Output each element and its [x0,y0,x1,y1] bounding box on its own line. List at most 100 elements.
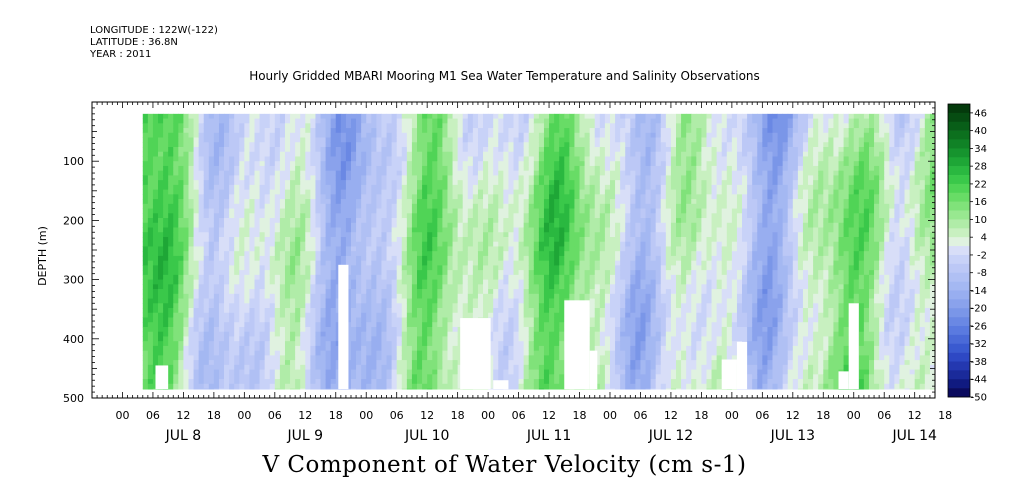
heatmap-cell [543,222,550,228]
heatmap-cell [249,241,255,247]
heatmap-cell [350,142,357,148]
heatmap-cell [259,218,266,224]
heatmap-cell [549,293,555,299]
heatmap-cell [310,180,316,186]
heatmap-cell [422,355,428,361]
heatmap-cell [335,137,342,143]
heatmap-cell [533,369,540,375]
heatmap-cell [203,165,210,172]
heatmap-cell [183,241,189,247]
heatmap-cell [411,236,418,243]
heatmap-cell [498,184,504,191]
heatmap-cell [437,170,443,176]
heatmap-cell [239,326,245,333]
heatmap-cell [254,151,260,157]
heatmap-cell [447,270,453,276]
heatmap-cell [198,298,205,304]
heatmap-cell [315,123,321,129]
heatmap-cell [488,227,494,233]
heatmap-cell [198,161,205,167]
heatmap-cell [295,128,301,134]
heatmap-cell [234,222,240,228]
heatmap-cell [284,360,291,366]
heatmap-cell [178,312,184,318]
heatmap-cell [163,165,169,172]
heatmap-cell [147,236,154,243]
heatmap-cell [442,208,448,214]
heatmap-cell [310,128,316,134]
heatmap-cell [224,308,230,314]
heatmap-cell [386,165,393,172]
heatmap-cell [254,165,260,172]
heatmap-cell [493,246,499,252]
heatmap-cell [462,279,469,285]
heatmap-cell [432,270,438,276]
heatmap-cell [315,246,321,252]
heatmap-cell [457,165,464,172]
heatmap-cell [239,298,245,304]
heatmap-cell [142,341,149,347]
heatmap-cell [498,265,504,271]
heatmap-cell [523,232,530,238]
heatmap-cell [371,236,377,243]
heatmap-cell [356,279,362,285]
heatmap-cell [188,194,194,200]
heatmap-cell [554,208,560,214]
heatmap-cell [310,165,316,172]
heatmap-cell [350,260,357,266]
heatmap-cell [345,341,352,347]
heatmap-cell [401,165,408,172]
heatmap-cell [396,213,403,219]
heatmap-cell [350,203,357,209]
heatmap-cell [163,161,169,167]
heatmap-cell [411,142,418,148]
heatmap-cell [386,189,393,195]
heatmap-cell [503,355,509,361]
heatmap-cell [503,241,509,247]
heatmap-cell [295,284,301,290]
heatmap-cell [300,218,306,224]
heatmap-cell [411,218,418,224]
heatmap-cell [442,236,448,243]
heatmap-cell [142,260,149,266]
heatmap-cell [350,146,357,153]
heatmap-cell [325,322,332,328]
heatmap-cell [356,312,362,318]
heatmap-cell [488,341,494,347]
heatmap-cell [411,364,418,370]
heatmap-cell [269,118,276,124]
heatmap-cell [254,132,260,138]
heatmap-cell [330,227,337,233]
heatmap-cell [274,255,281,262]
heatmap-cell [224,170,230,176]
heatmap-cell [269,199,276,205]
heatmap-cell [345,132,352,138]
heatmap-cell [340,246,347,252]
heatmap-cell [274,298,281,304]
heatmap-cell [483,199,489,205]
heatmap-cell [198,175,205,181]
heatmap-cell [229,222,235,228]
heatmap-cell [366,379,372,385]
heatmap-cell [513,265,519,271]
heatmap-cell [366,322,372,328]
heatmap-cell [330,180,337,186]
heatmap-cell [234,118,240,124]
heatmap-cell [356,208,362,214]
heatmap-cell [305,317,311,323]
heatmap-cell [193,180,200,186]
heatmap-cell [254,293,260,299]
heatmap-cell [325,360,332,366]
heatmap-cell [142,203,149,209]
heatmap-cell [152,284,159,290]
heatmap-cell [284,132,291,138]
heatmap-cell [198,132,205,138]
heatmap-cell [300,208,306,214]
chart-title: Hourly Gridded MBARI Mooring M1 Sea Wate… [249,69,760,83]
heatmap-cell [427,175,433,181]
heatmap-cell [366,265,372,271]
heatmap-cell [569,180,575,186]
heatmap-cell [396,298,403,304]
heatmap-cell [295,203,301,209]
heatmap-cell [183,199,189,205]
